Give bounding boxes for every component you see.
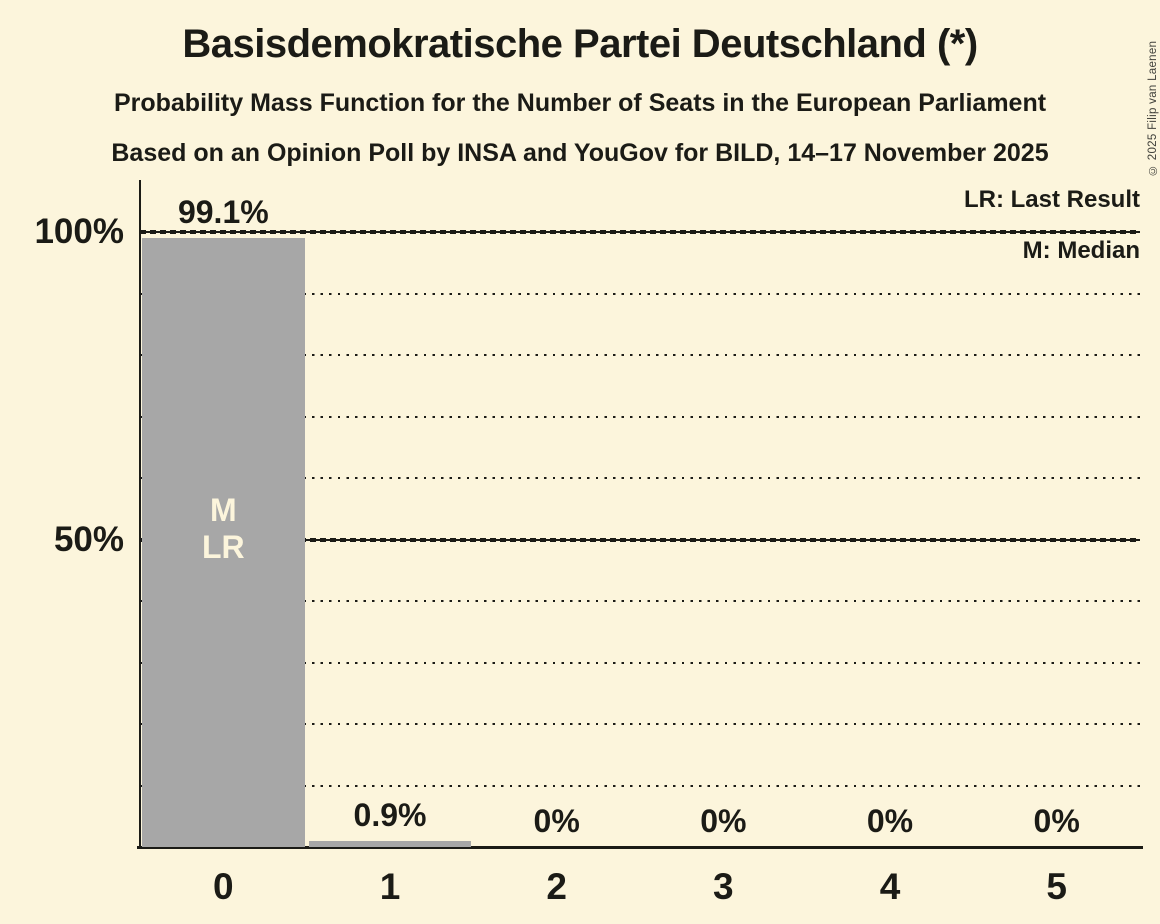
gridline-major [140, 230, 1140, 234]
bar [142, 237, 305, 847]
gridline-minor [140, 723, 1140, 725]
bar-annotation-line: M [210, 492, 237, 529]
x-tick-label: 5 [1046, 866, 1067, 907]
legend-median: M: Median [1022, 237, 1140, 264]
x-tick-label: 4 [879, 866, 901, 907]
x-tick-label: 1 [379, 866, 401, 907]
y-tick-label: 100% [34, 212, 124, 251]
bar-value-label: 99.1% [177, 193, 269, 230]
legend-last-result: LR: Last Result [963, 186, 1140, 213]
gridline-minor [140, 600, 1140, 602]
y-axis-line [139, 180, 141, 849]
y-axis-tick-labels: 100% 50% [0, 212, 124, 847]
bar-value-label: 0% [866, 803, 914, 839]
x-tick-label: 3 [713, 866, 734, 907]
x-tick-label: 2 [546, 866, 567, 907]
gridline-minor [140, 477, 1140, 479]
copyright-notice: © 2025 Filip van Laenen [1147, 40, 1159, 176]
gridline-minor [140, 784, 1140, 787]
gridline-minor [140, 415, 1140, 418]
gridline-minor [140, 354, 1140, 356]
bar [308, 841, 472, 847]
bar-annotation-line: LR [202, 529, 245, 566]
bar-value-label: 0% [1033, 803, 1080, 839]
x-tick-label: 0 [213, 866, 234, 907]
y-tick-label: 50% [53, 519, 124, 559]
x-axis-line [137, 846, 1143, 849]
gridline-minor [140, 292, 1140, 295]
gridline-major [140, 537, 1140, 542]
bar-value-label: 0.9% [353, 797, 427, 834]
bar-value-label: 0% [533, 803, 580, 839]
bar-value-label: 0% [700, 803, 747, 839]
gridline-minor [140, 661, 1140, 664]
poll-source-line: Based on an Opinion Poll by INSA and You… [111, 139, 1049, 167]
chart-subtitle: Probability Mass Function for the Number… [113, 89, 1047, 117]
plot-area: 99.1% 0.9% 0% 0% 0% 0% M LR [140, 194, 1140, 847]
bar-annotation-median-lastresult: M LR [140, 492, 307, 566]
chart-title: Basisdemokratische Partei Deutschland (*… [182, 22, 978, 66]
x-axis-tick-labels: 0 1 2 3 4 5 [140, 864, 1140, 910]
